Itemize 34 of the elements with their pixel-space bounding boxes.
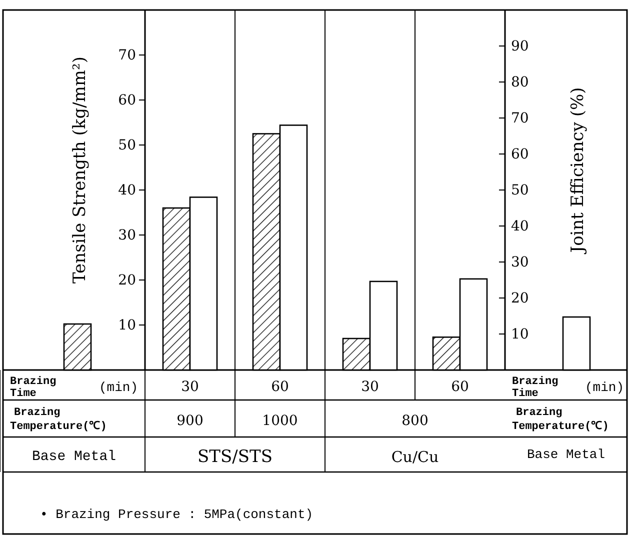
y2-tick-label: 60 xyxy=(511,146,529,162)
text: Base Metal xyxy=(526,447,606,462)
y-tick-label: 30 xyxy=(118,227,136,244)
y2-tick-label: 40 xyxy=(511,218,529,234)
y2-tick-label: 20 xyxy=(511,290,529,306)
text: Cu/Cu xyxy=(391,448,439,466)
x-tick-label: 60 xyxy=(271,379,289,395)
y2-tick-label: 10 xyxy=(511,326,529,342)
x-tick-label: 30 xyxy=(361,379,379,395)
text: Brazing Time (min) xyxy=(512,376,624,400)
text: Brazing Temperature(℃) xyxy=(512,407,609,433)
y-tick-label: 50 xyxy=(118,137,136,154)
text: Brazing Temperature(℃) xyxy=(10,407,107,433)
y-tick-label: 40 xyxy=(118,182,136,198)
text: Brazing Time (min) xyxy=(10,376,138,400)
y-axis-title: Tensile Strength (kg/mm²) xyxy=(70,56,90,284)
y2-tick-label: 90 xyxy=(511,38,529,54)
y-tick-label: 70 xyxy=(118,47,136,64)
x-tick-label: 60 xyxy=(451,379,469,395)
text: STS/STS xyxy=(198,447,272,467)
y2-axis-title: Joint Efficiency (%) xyxy=(568,87,588,255)
y2-tick-label: 50 xyxy=(511,182,529,198)
text: • Brazing Pressure : 5MPa(constant) xyxy=(40,507,314,522)
x-tick-label: 30 xyxy=(181,379,199,395)
text: Base Metal xyxy=(32,449,116,465)
y2-tick-label: 80 xyxy=(511,74,529,90)
text: 900 xyxy=(176,413,204,429)
y-tick-label: 60 xyxy=(118,92,136,108)
y2-tick-label: 30 xyxy=(511,254,529,270)
y-tick-label: 10 xyxy=(118,317,136,334)
y2-tick-label: 70 xyxy=(511,110,529,126)
text: 800 xyxy=(402,413,428,429)
text: 1000 xyxy=(262,413,298,429)
y-tick-label: 20 xyxy=(118,272,136,288)
